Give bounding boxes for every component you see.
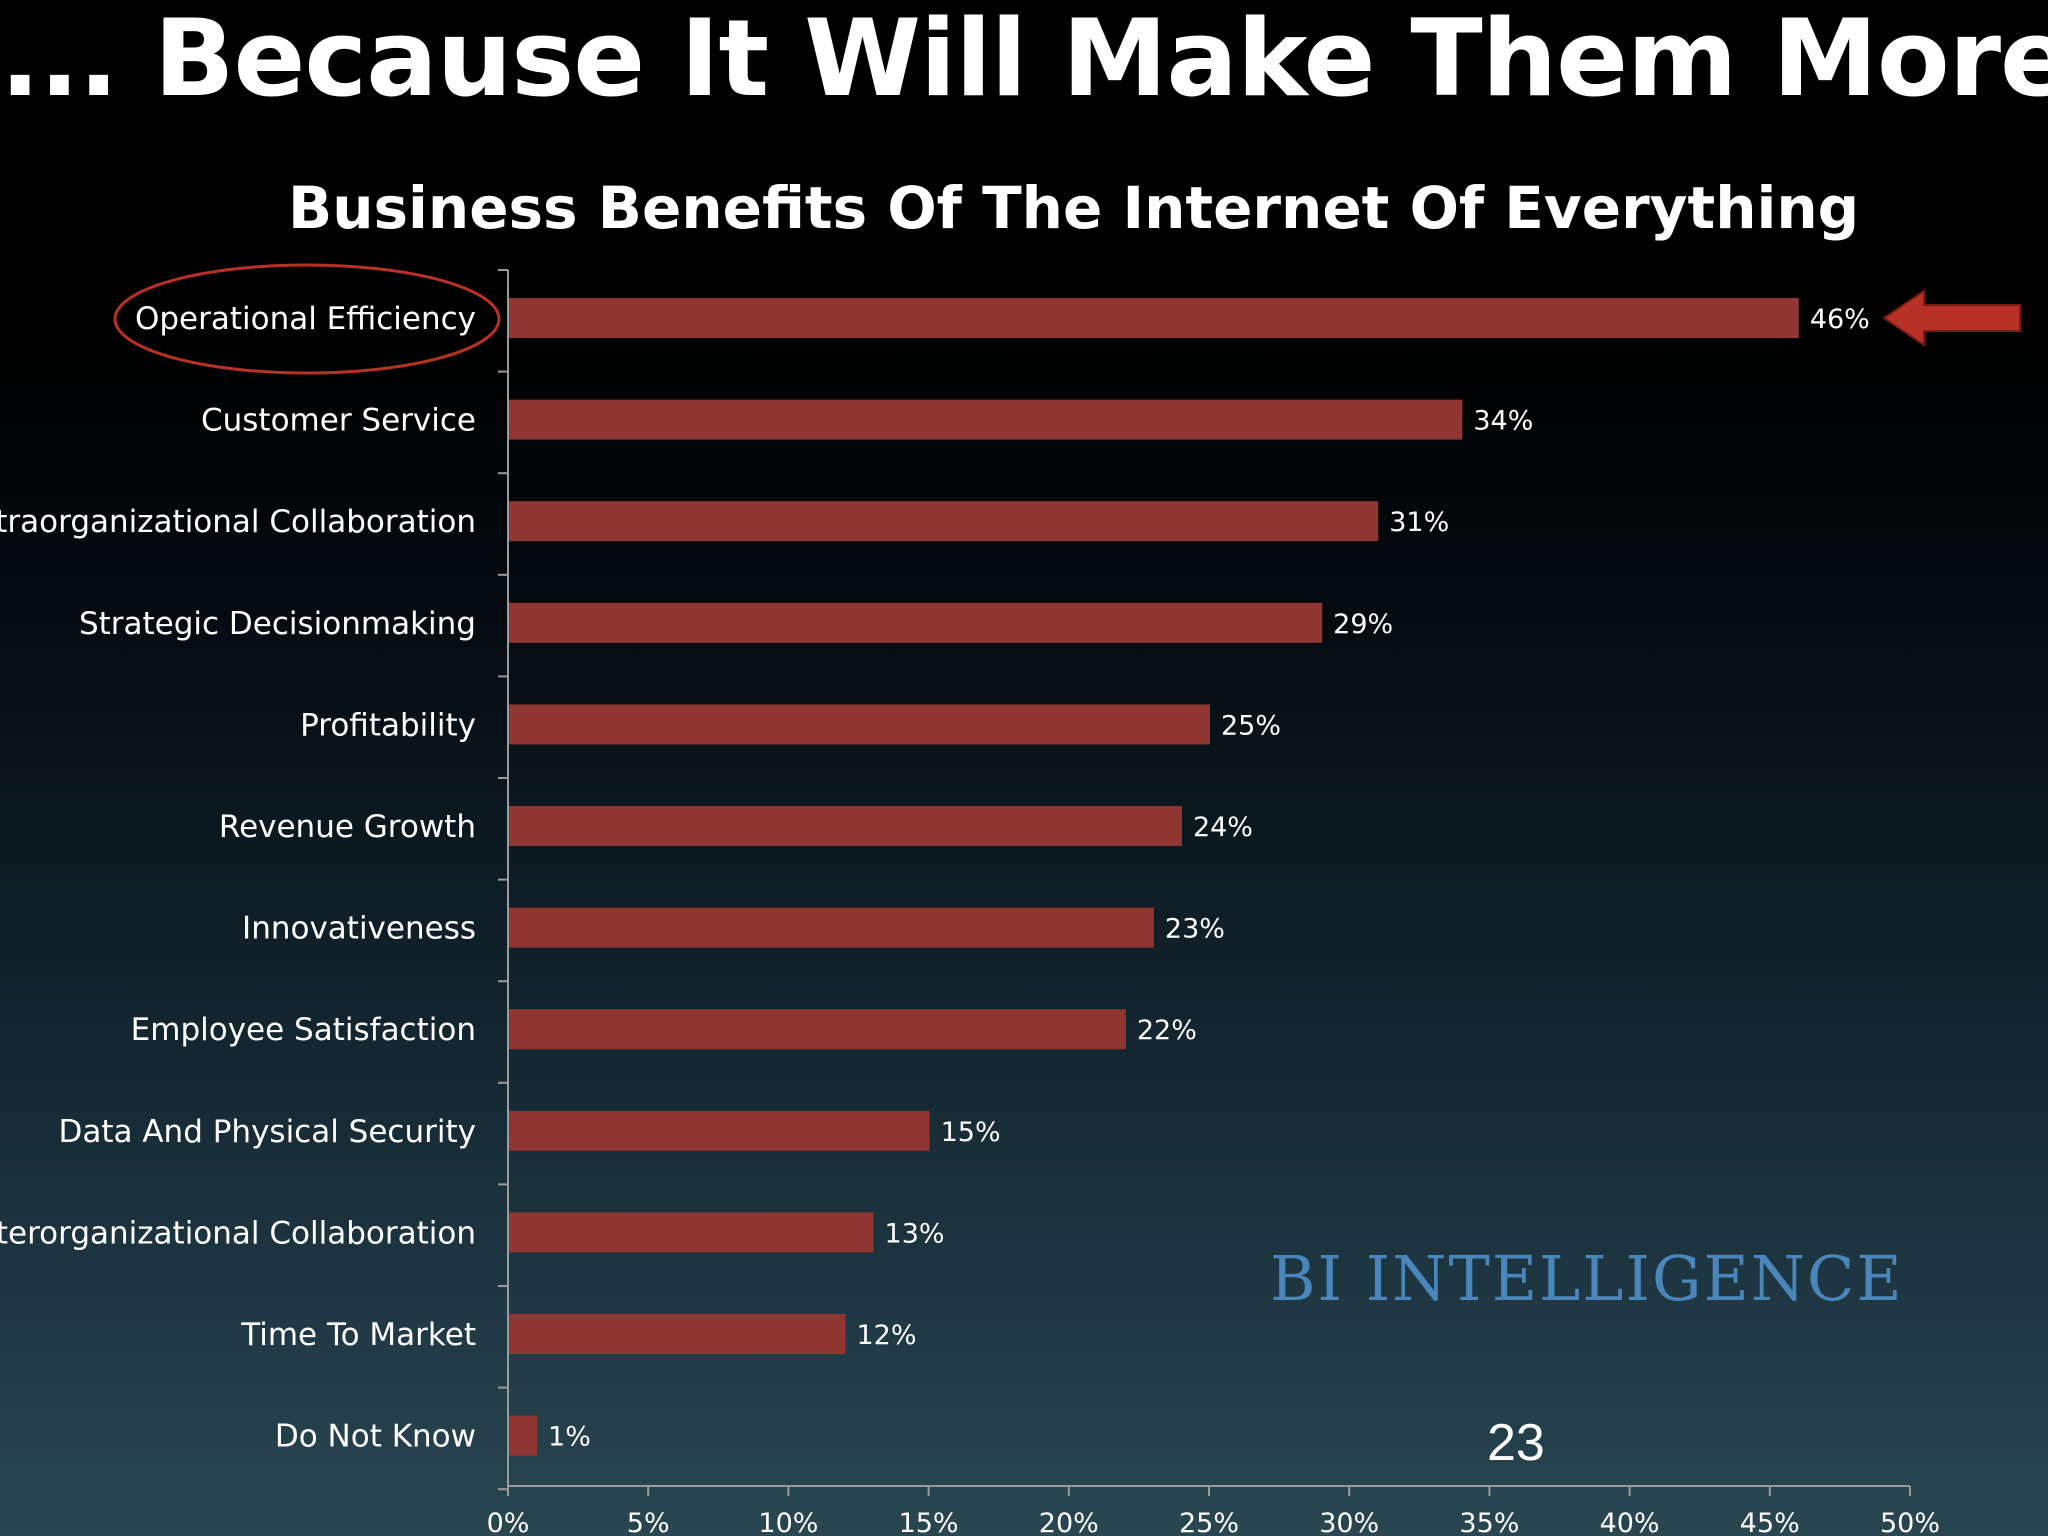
x-tick-label: 0% [487,1508,530,1536]
value-label: 15% [941,1117,1001,1148]
bar [509,1009,1126,1050]
value-label: 1% [548,1422,591,1453]
bars-layer: Operational Efficiency 46% Customer Servic… [0,298,1870,1456]
highlight-arrow [1882,289,2021,347]
x-tick-label: 30% [1319,1508,1379,1536]
category-label: Employee Satisfaction [131,1012,476,1048]
bar [509,1415,538,1456]
value-label: 46% [1810,304,1870,335]
category-label: Data And Physical Security [58,1114,476,1150]
chart-title: Business Benefits Of The Internet Of Eve… [288,174,1859,242]
category-label: Profitability [300,707,476,743]
page-number: 23 [1487,1414,1545,1472]
axis-layer: 0% 5% 10% 15% 20% 25% 30% 35% 40% 45% 50% [487,269,1940,1536]
bar [509,1110,930,1151]
bar [509,399,1463,440]
value-label: 12% [856,1320,916,1351]
bar [509,806,1182,846]
value-label: 29% [1333,609,1393,640]
x-tick-label: 45% [1740,1508,1800,1536]
category-label: Revenue Growth [219,809,476,845]
category-label: Operational Efficiency [135,301,476,337]
bar [509,602,1323,643]
x-tick-label: 20% [1039,1508,1099,1536]
bar [509,907,1154,948]
category-label: Innovativeness [242,911,476,947]
value-label: 31% [1389,507,1449,538]
x-tick-label: 10% [758,1508,818,1536]
value-label: 22% [1137,1015,1197,1046]
bar [509,501,1379,542]
bar [509,298,1799,338]
x-tick-label: 25% [1179,1508,1239,1536]
bar [509,1314,846,1354]
category-label: Do Not Know [275,1419,476,1455]
bar [509,1212,874,1253]
value-label: 23% [1165,914,1225,945]
x-tick-label: 5% [627,1508,670,1536]
x-tick-label: 35% [1459,1508,1519,1536]
x-tick-label: 15% [899,1508,959,1536]
category-label: Customer Service [201,403,476,439]
highlight-ellipse [113,263,501,375]
bi-intelligence-watermark: BI INTELLIGENCE [1270,1242,1904,1315]
value-label: 25% [1221,710,1281,741]
category-label: Intraorganizational Collaboration [0,504,476,540]
highlight-layer [113,263,2021,375]
bar [509,704,1210,745]
value-label: 34% [1473,406,1533,437]
x-tick-label: 40% [1600,1508,1660,1536]
category-label: Time To Market [240,1317,476,1353]
x-tick-label: 50% [1880,1508,1940,1536]
value-label: 13% [885,1218,945,1249]
category-label: Interorganizational Collaboration [0,1215,476,1251]
category-label: Strategic Decisionmaking [79,606,476,642]
slide-title: ... Because It Will Make Them More Effic… [0,0,2048,120]
value-label: 24% [1193,812,1253,843]
